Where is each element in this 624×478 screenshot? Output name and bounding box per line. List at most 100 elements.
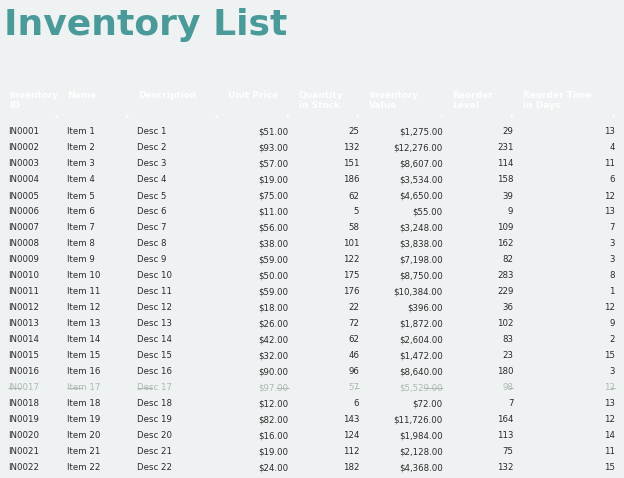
- Text: 39: 39: [502, 192, 514, 200]
- Text: $75.00: $75.00: [258, 192, 288, 200]
- Text: Desc 9: Desc 9: [137, 256, 167, 264]
- Text: Value: Value: [369, 101, 397, 110]
- Text: 6: 6: [354, 400, 359, 409]
- Text: $57.00: $57.00: [258, 160, 288, 169]
- Text: Item 21: Item 21: [67, 447, 100, 456]
- Text: 101: 101: [343, 239, 359, 249]
- Text: Desc 17: Desc 17: [137, 383, 172, 392]
- Text: 11: 11: [604, 447, 615, 456]
- Text: 231: 231: [497, 143, 514, 152]
- Text: 15: 15: [604, 464, 615, 472]
- Text: IN0010: IN0010: [8, 272, 39, 281]
- Text: $4,368.00: $4,368.00: [399, 464, 442, 472]
- Text: Inventory List: Inventory List: [4, 8, 288, 42]
- Text: IN0005: IN0005: [8, 192, 39, 200]
- Text: 122: 122: [343, 256, 359, 264]
- Text: $93.00: $93.00: [258, 143, 288, 152]
- Text: Desc 11: Desc 11: [137, 287, 172, 296]
- Text: Desc 3: Desc 3: [137, 160, 167, 169]
- Text: IN0013: IN0013: [8, 319, 39, 328]
- Text: $5,529.00: $5,529.00: [399, 383, 442, 392]
- Text: 15: 15: [604, 351, 615, 360]
- Text: ▾: ▾: [612, 114, 615, 120]
- Text: 164: 164: [497, 415, 514, 424]
- Text: 1: 1: [610, 287, 615, 296]
- Text: Item 10: Item 10: [67, 272, 100, 281]
- Text: Desc 1: Desc 1: [137, 128, 167, 137]
- Text: $42.00: $42.00: [258, 336, 288, 345]
- Text: $1,872.00: $1,872.00: [399, 319, 442, 328]
- Text: $19.00: $19.00: [258, 175, 288, 185]
- Text: $1,275.00: $1,275.00: [399, 128, 442, 137]
- Text: $1,472.00: $1,472.00: [399, 351, 442, 360]
- Text: $3,534.00: $3,534.00: [399, 175, 442, 185]
- Text: $396.00: $396.00: [407, 304, 442, 313]
- Text: Desc 18: Desc 18: [137, 400, 172, 409]
- Text: Item 11: Item 11: [67, 287, 100, 296]
- Text: ▾: ▾: [215, 114, 218, 120]
- Text: ▾: ▾: [439, 114, 443, 120]
- Text: $4,650.00: $4,650.00: [399, 192, 442, 200]
- Text: 4: 4: [610, 143, 615, 152]
- Text: Desc 10: Desc 10: [137, 272, 172, 281]
- Text: 124: 124: [343, 432, 359, 441]
- Text: 22: 22: [348, 304, 359, 313]
- Text: 6: 6: [610, 175, 615, 185]
- Text: 5: 5: [354, 207, 359, 217]
- Text: IN0012: IN0012: [8, 304, 39, 313]
- Text: Item 19: Item 19: [67, 415, 100, 424]
- Text: Desc 7: Desc 7: [137, 224, 167, 232]
- Text: ▾: ▾: [510, 114, 514, 120]
- Text: Item 16: Item 16: [67, 368, 100, 377]
- Text: Item 8: Item 8: [67, 239, 94, 249]
- Text: 283: 283: [497, 272, 514, 281]
- Text: 13: 13: [604, 400, 615, 409]
- Text: $56.00: $56.00: [258, 224, 288, 232]
- Text: 176: 176: [343, 287, 359, 296]
- Text: 113: 113: [497, 432, 514, 441]
- Text: 175: 175: [343, 272, 359, 281]
- Text: Desc 12: Desc 12: [137, 304, 172, 313]
- Text: 72: 72: [348, 319, 359, 328]
- Text: 23: 23: [502, 351, 514, 360]
- Text: Desc 15: Desc 15: [137, 351, 172, 360]
- Text: $3,248.00: $3,248.00: [399, 224, 442, 232]
- Text: Desc 19: Desc 19: [137, 415, 172, 424]
- Text: 182: 182: [343, 464, 359, 472]
- Text: $8,607.00: $8,607.00: [399, 160, 442, 169]
- Text: $51.00: $51.00: [258, 128, 288, 137]
- Text: Item 7: Item 7: [67, 224, 94, 232]
- Text: 132: 132: [343, 143, 359, 152]
- Text: $55.00: $55.00: [412, 207, 442, 217]
- Text: Quantity: Quantity: [298, 91, 343, 100]
- Text: Unit Price: Unit Price: [228, 91, 278, 100]
- Text: Item 4: Item 4: [67, 175, 94, 185]
- Text: 7: 7: [508, 400, 514, 409]
- Text: $26.00: $26.00: [258, 319, 288, 328]
- Text: 83: 83: [502, 336, 514, 345]
- Text: $82.00: $82.00: [258, 415, 288, 424]
- Text: Desc 5: Desc 5: [137, 192, 167, 200]
- Text: $12.00: $12.00: [258, 400, 288, 409]
- Text: 62: 62: [348, 192, 359, 200]
- Text: IN0003: IN0003: [8, 160, 39, 169]
- Text: Item 6: Item 6: [67, 207, 94, 217]
- Text: 186: 186: [343, 175, 359, 185]
- Text: Inventory: Inventory: [369, 91, 419, 100]
- Text: 98: 98: [502, 383, 514, 392]
- Text: Level: Level: [452, 101, 479, 110]
- Text: $7,198.00: $7,198.00: [399, 256, 442, 264]
- Text: 12: 12: [604, 415, 615, 424]
- Text: IN0018: IN0018: [8, 400, 39, 409]
- Text: Desc 20: Desc 20: [137, 432, 172, 441]
- Text: IN0011: IN0011: [8, 287, 39, 296]
- Text: 13: 13: [604, 128, 615, 137]
- Text: 3: 3: [610, 368, 615, 377]
- Text: IN0022: IN0022: [8, 464, 39, 472]
- Text: $2,128.00: $2,128.00: [399, 447, 442, 456]
- Text: $19.00: $19.00: [258, 447, 288, 456]
- Text: 143: 143: [343, 415, 359, 424]
- Text: IN0021: IN0021: [8, 447, 39, 456]
- Text: IN0004: IN0004: [8, 175, 39, 185]
- Text: Item 3: Item 3: [67, 160, 94, 169]
